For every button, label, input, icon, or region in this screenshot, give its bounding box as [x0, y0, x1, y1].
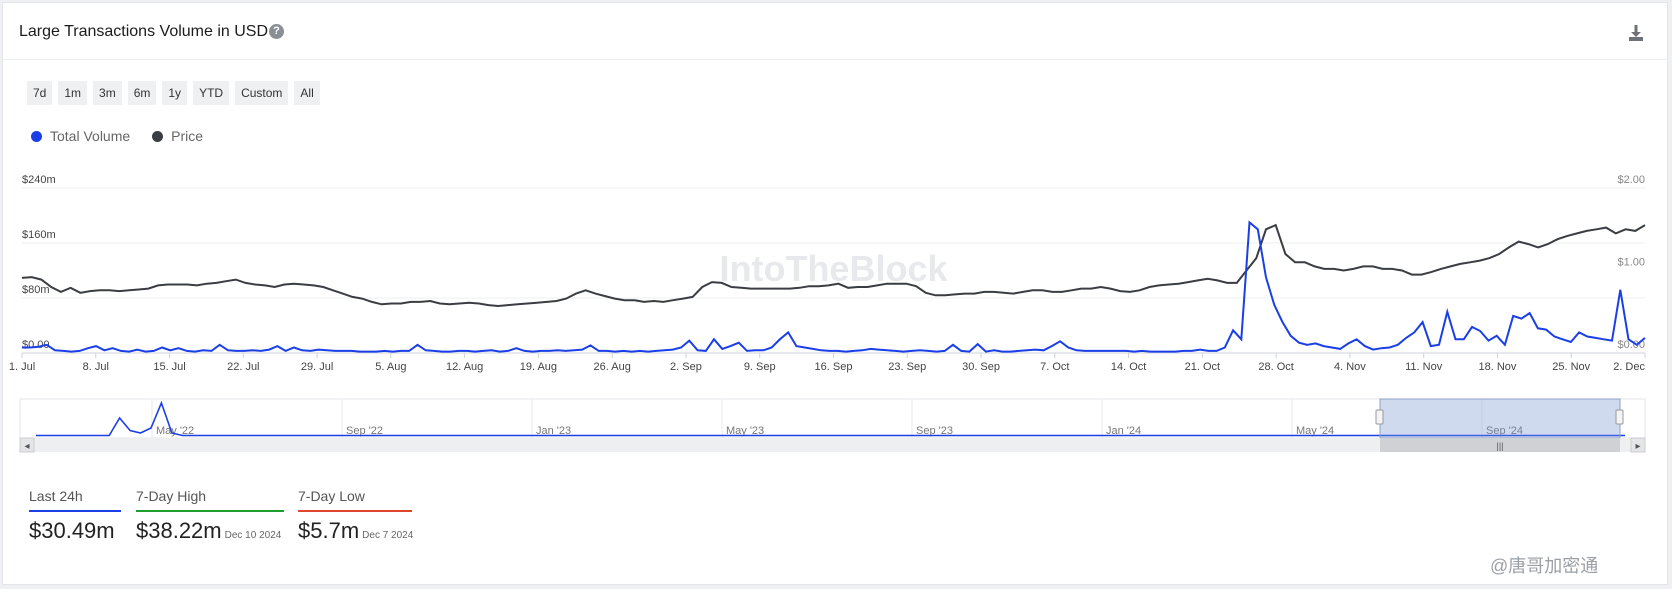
- x-axis-label: 2. Dec: [1613, 361, 1645, 373]
- range-6m-button[interactable]: 6m: [127, 81, 157, 105]
- x-axis-label: 14. Oct: [1111, 361, 1146, 373]
- stat-value-text: $30.49m: [29, 518, 115, 543]
- stat-value: $5.7m Dec 7 2024: [298, 518, 414, 544]
- range-1y-button[interactable]: 1y: [162, 81, 188, 105]
- x-axis-label: 23. Sep: [888, 361, 926, 373]
- scrollbar-track: [20, 438, 1645, 452]
- scroll-right-button: [1630, 437, 1646, 453]
- x-axis-label: 4. Nov: [1334, 361, 1366, 373]
- stat-label: Last 24h: [29, 488, 83, 504]
- navigator-label: Sep '24: [1486, 425, 1523, 437]
- scrollbar-grip: |||: [1496, 441, 1503, 451]
- y-axis-right-label: $0.00: [1617, 339, 1645, 351]
- navigator-selection: [1379, 398, 1621, 439]
- x-axis-label: 25. Nov: [1552, 361, 1590, 373]
- stat-underline: [298, 510, 412, 512]
- stat-underline: [136, 510, 284, 512]
- x-axis-label: 9. Sep: [744, 361, 776, 373]
- x-axis-label: 5. Aug: [375, 361, 406, 373]
- range-all-button[interactable]: All: [294, 81, 320, 105]
- x-axis-label: 7. Oct: [1040, 361, 1069, 373]
- y-axis-right-label: $2.00: [1617, 174, 1645, 186]
- legend-dot-price: [152, 130, 164, 142]
- range-7d-button[interactable]: 7d: [27, 81, 53, 105]
- price-line: [21, 223, 1646, 308]
- stat-value-text: $5.7m: [298, 518, 360, 543]
- navigator-label: May '22: [156, 425, 194, 437]
- x-axis-label: 29. Jul: [301, 361, 333, 373]
- stat-value-text: $38.22m: [136, 518, 222, 543]
- legend-label-total-volume: Total Volume: [50, 128, 131, 144]
- x-axis-label: 16. Sep: [815, 361, 853, 373]
- legend-label-price: Price: [171, 128, 204, 144]
- range-custom-button[interactable]: Custom: [235, 81, 289, 105]
- navigator-label: Sep '22: [346, 425, 383, 437]
- x-axis-label: 28. Oct: [1258, 361, 1293, 373]
- legend-dot-total-volume: [31, 130, 42, 142]
- x-axis-label: 12. Aug: [446, 361, 483, 373]
- x-axis-label: 18. Nov: [1478, 361, 1516, 373]
- navigator-left-handle: [1375, 409, 1384, 425]
- stat-value: $38.22m Dec 10 2024: [136, 518, 284, 544]
- range-3m-button[interactable]: 3m: [93, 81, 122, 105]
- x-axis-label: 11. Nov: [1405, 361, 1443, 373]
- stat-label: 7-Day Low: [298, 488, 365, 504]
- watermark: IntoTheBlock: [719, 248, 948, 289]
- stat-value: $30.49m: [29, 518, 121, 544]
- y-axis-left-label: $160m: [22, 229, 56, 241]
- x-axis-label: 2. Sep: [670, 361, 702, 373]
- stat-label: 7-Day High: [136, 488, 207, 504]
- range-selector: 7d 1m 3m 6m 1y YTD Custom All: [27, 81, 320, 105]
- stat-date: Dec 10 2024: [224, 530, 282, 541]
- x-axis-label: 22. Jul: [227, 361, 259, 373]
- chart-title: Large Transactions Volume in USD: [19, 23, 269, 40]
- x-axis-label: 26. Aug: [594, 361, 631, 373]
- help-icon[interactable]: ?: [269, 24, 284, 39]
- stat-date: Dec 7 2024: [362, 530, 414, 541]
- stat-7day-high: 7-Day High $38.22m Dec 10 2024: [136, 488, 284, 544]
- x-axis-label: 30. Sep: [962, 361, 1000, 373]
- range-1m-button[interactable]: 1m: [58, 81, 88, 105]
- range-ytd-button[interactable]: YTD: [193, 81, 230, 105]
- x-axis-label: 8. Jul: [83, 361, 109, 373]
- x-axis-label: 1. Jul: [9, 361, 35, 373]
- card-header: Large Transactions Volume in USD ?: [3, 3, 1667, 60]
- y-axis-right-label: $1.00: [1617, 257, 1645, 269]
- navigator-label: Jan '23: [536, 425, 571, 437]
- scroll-left-icon: ◂: [24, 441, 29, 452]
- scrollbar-thumb: [1380, 438, 1620, 452]
- navigator-label: Sep '23: [916, 425, 953, 437]
- total-volume-line: [22, 220, 1646, 353]
- scroll-left-button: [19, 437, 35, 453]
- navigator-label: May '23: [726, 425, 764, 437]
- download-icon[interactable]: [1626, 23, 1646, 43]
- navigator-label: Jan '24: [1106, 425, 1141, 437]
- x-axis-label: 15. Jul: [153, 361, 185, 373]
- legend-item-total-volume[interactable]: Total Volume: [31, 128, 130, 144]
- stat-7day-low: 7-Day Low $5.7m Dec 7 2024: [298, 488, 414, 544]
- y-axis-left-label: $240m: [22, 174, 56, 186]
- x-axis-label: 21. Oct: [1185, 361, 1220, 373]
- x-axis-label: 19. Aug: [520, 361, 557, 373]
- navigator-right-handle: [1615, 409, 1624, 425]
- stat-underline: [29, 510, 121, 512]
- navigator-label: May '24: [1296, 425, 1334, 437]
- scroll-right-icon: ▸: [1635, 441, 1640, 452]
- y-axis-left-label: $80m: [22, 284, 50, 296]
- legend-item-price[interactable]: Price: [152, 128, 203, 144]
- navigator-series: [36, 400, 1625, 437]
- corner-tag: @唐哥加密通: [1490, 556, 1599, 576]
- navigator-frame: [19, 398, 1646, 439]
- stat-last-24h: Last 24h $30.49m: [29, 488, 121, 544]
- chart-legend: Total Volume Price: [31, 128, 203, 144]
